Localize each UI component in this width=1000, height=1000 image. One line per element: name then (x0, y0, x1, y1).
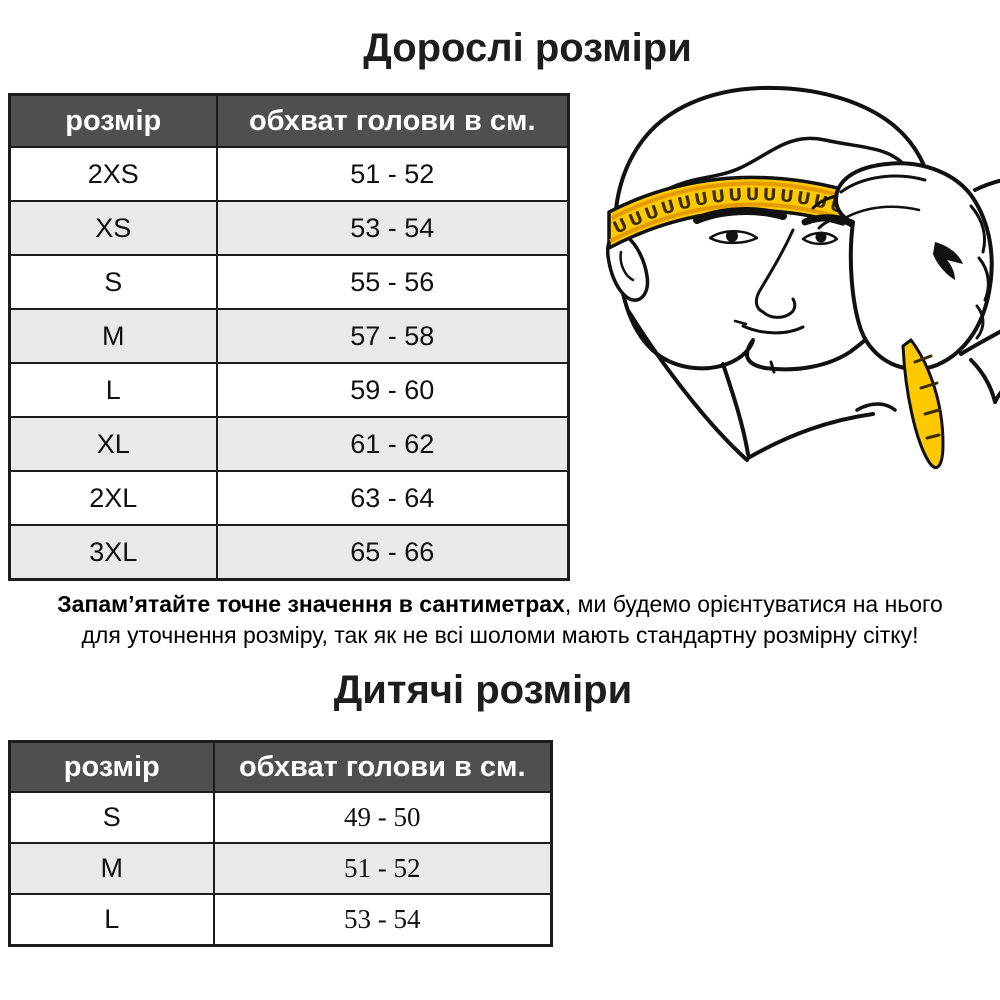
table-header-row: розмір обхват голови в см. (8, 740, 553, 793)
mouth (741, 324, 805, 335)
range-cell: 59 - 60 (215, 362, 570, 418)
range-cell: 65 - 66 (215, 524, 570, 581)
range-cell: 51 - 52 (212, 842, 553, 895)
size-cell: L (8, 893, 215, 947)
table-row: L 53 - 54 (8, 893, 553, 947)
size-cell: 2XS (8, 146, 218, 202)
size-cell: S (8, 791, 215, 844)
size-cell: S (8, 254, 218, 310)
mouth-corner (733, 319, 748, 326)
curled-finger-1 (969, 204, 986, 254)
range-cell: 57 - 58 (215, 308, 570, 364)
size-cell: M (8, 842, 215, 895)
right-iris (815, 231, 827, 243)
size-cell: XL (8, 416, 218, 472)
adult-sizes-title: Дорослі розміри (363, 26, 692, 70)
measuring-tape-tail (901, 338, 945, 469)
pinch-line-2 (817, 216, 845, 230)
index-finger-line (839, 174, 927, 194)
range-cell: 51 - 52 (215, 146, 570, 202)
head-measurement-illustration: UUUUUUUUUUUUUUU (605, 72, 1000, 577)
table-row: 2XS 51 - 52 (8, 146, 570, 202)
range-cell: 63 - 64 (215, 470, 570, 526)
table-row: XS 53 - 54 (8, 200, 570, 256)
table-row: M 51 - 52 (8, 842, 553, 895)
note-bold-text: Запам’ятайте точне значення в сантиметра… (57, 591, 565, 617)
chin-crease (769, 360, 776, 374)
pinch-line-1 (811, 194, 839, 210)
range-cell: 49 - 50 (212, 791, 553, 844)
circumference-column-header: обхват голови в см. (215, 93, 570, 148)
size-column-header: розмір (8, 93, 218, 148)
curled-finger-2 (977, 256, 990, 302)
size-cell: M (8, 308, 218, 364)
nose (754, 228, 795, 314)
table-header-row: розмір обхват голови в см. (8, 93, 570, 148)
curled-finger-3 (975, 304, 985, 340)
ear-inner-line (619, 250, 635, 282)
neck-back-line (627, 310, 749, 462)
shoulder-line (746, 412, 875, 460)
size-cell: 2XL (8, 470, 218, 526)
neck-front-line (721, 362, 750, 456)
left-iris (726, 230, 738, 242)
knuckle-mark (933, 242, 963, 280)
range-cell: 61 - 62 (215, 416, 570, 472)
kids-sizes-title: Дитячі розміри (333, 668, 633, 712)
table-row: 2XL 63 - 64 (8, 470, 570, 526)
collarbone-line (855, 402, 897, 412)
range-cell: 55 - 56 (215, 254, 570, 310)
size-cell: L (8, 362, 218, 418)
note-regular-text: , ми будемо орієнтуватися на нього (564, 591, 943, 617)
table-row: L 59 - 60 (8, 362, 570, 418)
size-column-header: розмір (8, 740, 215, 793)
nostril (761, 297, 797, 319)
hand-and-arm (811, 161, 1000, 404)
fist (834, 161, 994, 371)
size-cell: 3XL (8, 524, 218, 581)
adult-size-table: розмір обхват голови в см. 2XS 51 - 52 X… (8, 93, 570, 581)
table-row: M 57 - 58 (8, 308, 570, 364)
arm-bottom-line (959, 329, 1000, 356)
circumference-column-header: обхват голови в см. (212, 740, 553, 793)
range-cell: 53 - 54 (215, 200, 570, 256)
arm-top-line (973, 178, 1000, 192)
size-cell: XS (8, 200, 218, 256)
size-note: Запам’ятайте точне значення в сантиметра… (0, 589, 1000, 651)
kids-size-table: розмір обхват голови в см. S 49 - 50 M 5… (8, 740, 553, 947)
note-line2: для уточнення розміру, так як не всі шол… (81, 622, 919, 648)
table-row: 3XL 65 - 66 (8, 524, 570, 581)
table-row: S 49 - 50 (8, 791, 553, 844)
cuff-line (969, 358, 1000, 404)
table-row: S 55 - 56 (8, 254, 570, 310)
left-eyebrow (693, 207, 787, 224)
finger-line (843, 205, 921, 220)
range-cell: 53 - 54 (212, 893, 553, 947)
table-row: XL 61 - 62 (8, 416, 570, 472)
